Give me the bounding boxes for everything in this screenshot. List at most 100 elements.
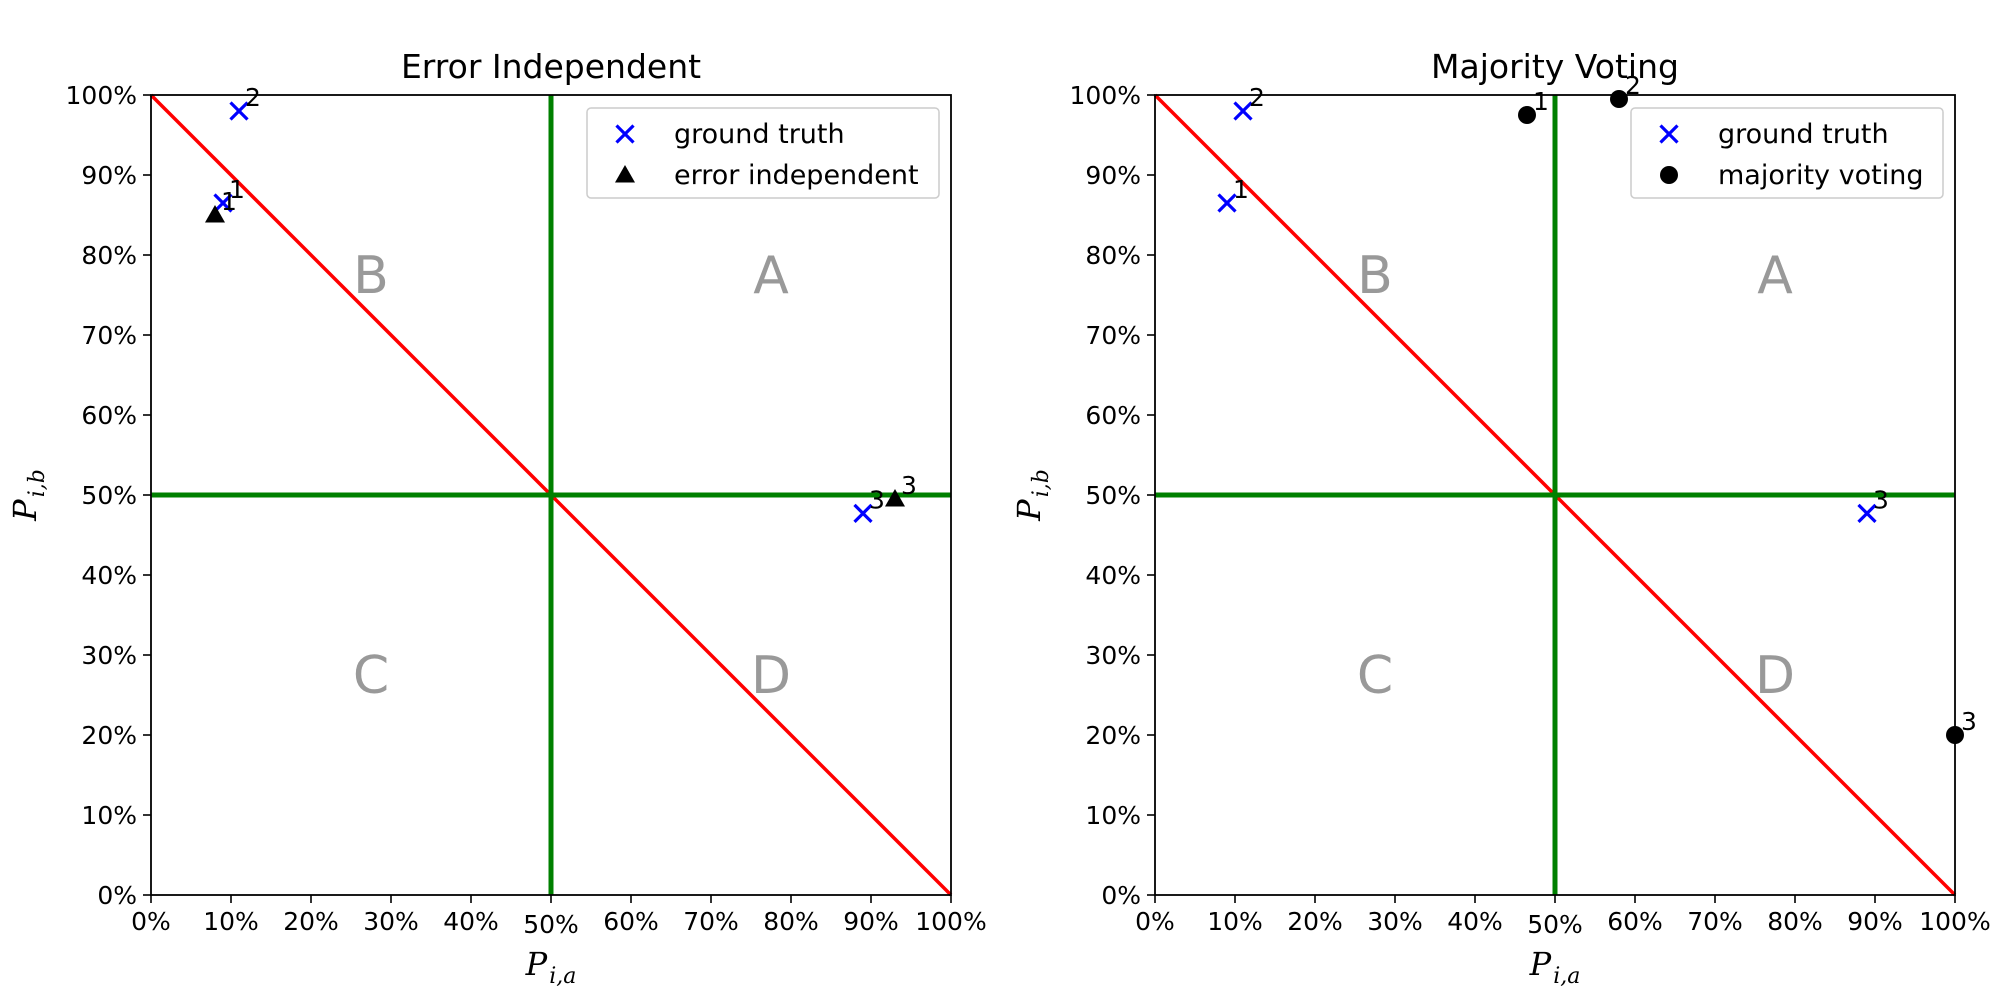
x-tick-label: 0% [131,907,171,936]
point-label: 1 [1233,175,1249,204]
point-label: 2 [1625,71,1641,100]
point-label: 3 [1873,485,1889,514]
quadrant-label-c: C [1357,646,1393,706]
x-tick-label: 30% [363,907,419,936]
x-tick-label: 50% [523,910,579,939]
legend-label: ground truth [1718,119,1889,150]
chart-title: Majority Voting [1431,47,1679,86]
y-tick-label: 70% [1085,321,1141,350]
x-tick-label: 90% [843,907,899,936]
data-point-majority-voting-2 [1610,90,1628,108]
x-tick-label: 10% [203,907,259,936]
point-label: 3 [901,471,917,500]
x-tick-label: 30% [1367,907,1423,936]
x-tick-label: 80% [763,907,819,936]
data-point-ground-truth-1 [213,193,233,213]
legend-label: ground truth [674,119,845,150]
data-point-ground-truth-1-stroke-b [1217,193,1237,213]
y-tick-label: 40% [81,561,137,590]
chart-panel-1: Error Independent A B C D 0% 10% 20% 30% 40% 50% 60… [6,47,987,989]
y-tick-label: 100% [66,81,137,110]
point-label: 2 [245,83,261,112]
x-tick-label: 20% [1287,907,1343,936]
legend-label: error independent [674,160,919,191]
quadrant-label-a: A [1757,246,1793,306]
y-tick-label: 30% [81,641,137,670]
legend: ground truth error independent [586,107,940,199]
y-tick-label: 50% [81,481,137,510]
x-tick-label: 70% [683,907,739,936]
x-tick-label: 100% [915,907,986,936]
y-axis-label: Pi,b [1010,469,1054,522]
y-axis-label-subscript: i,b [25,469,50,497]
series-ground-truth: 1 2 3 [1217,83,1889,524]
x-tick-label: 40% [1447,907,1503,936]
y-tick-label: 20% [81,721,137,750]
y-tick-label: 60% [81,401,137,430]
quadrant-label-a: A [753,246,789,306]
data-point-ground-truth-3-stroke-b [1857,503,1877,524]
point-label: 1 [221,187,237,216]
x-axis-label-symbol: P [1529,945,1552,983]
y-tick-label: 10% [1085,801,1141,830]
chart-title: Error Independent [401,47,701,86]
series-majority-voting: 1 2 3 [1518,71,1977,744]
quadrant-label-d: D [751,646,791,706]
x-tick-label: 50% [1527,910,1583,939]
y-tick-label: 50% [1085,481,1141,510]
data-point-ground-truth-2 [229,101,249,121]
data-point-ground-truth-2-stroke-b [1233,101,1253,121]
legend-box [1630,107,1944,199]
y-axis-label: Pi,b [6,469,50,522]
x-tick-label: 90% [1847,907,1903,936]
y-tick-label: 100% [1070,81,1141,110]
x-tick-label: 40% [443,907,499,936]
point-label: 1 [229,175,245,204]
legend-marker-ground-truth-stroke-b [1659,124,1679,144]
x-axis-label-symbol: P [525,945,548,983]
x-tick-label: 70% [1687,907,1743,936]
y-axis-label-subscript: i,b [1029,469,1054,497]
data-point-ground-truth-2 [1233,101,1253,121]
point-label: 2 [1249,83,1265,112]
data-point-ground-truth-2-stroke-b [229,101,249,121]
quadrant-label-d: D [1755,646,1795,706]
data-point-ground-truth-1-stroke-b [213,193,233,213]
y-tick-label: 20% [1085,721,1141,750]
y-tick-label: 0% [1101,881,1141,910]
y-tick-label: 70% [81,321,137,350]
x-axis-label-subscript: i,a [1553,964,1580,989]
legend-marker-ground-truth [1659,124,1679,144]
data-point-error-independent-3 [885,489,905,507]
legend-box [586,107,940,199]
series-ground-truth: 1 2 3 [213,83,885,524]
y-axis-label-symbol: P [6,499,44,522]
x-tick-label: 60% [603,907,659,936]
point-label: 3 [1961,707,1977,736]
x-tick-label: 20% [283,907,339,936]
data-point-error-independent-1 [205,205,225,223]
quadrant-label-c: C [353,646,389,706]
x-axis-label-subscript: i,a [549,964,576,989]
y-tick-label: 40% [1085,561,1141,590]
y-axis-label-symbol: P [1010,499,1048,522]
x-tick-label: 100% [1919,907,1990,936]
x-tick-label: 80% [1767,907,1823,936]
legend-marker-majority-voting [1660,166,1678,184]
x-tick-label: 0% [1135,907,1175,936]
data-point-ground-truth-1 [1217,193,1237,213]
y-tick-label: 90% [81,161,137,190]
data-point-ground-truth-3 [1857,503,1877,524]
data-point-majority-voting-1 [1518,106,1536,124]
point-label: 3 [869,485,885,514]
legend: ground truth majority voting [1630,107,1944,199]
legend-label: majority voting [1718,160,1923,191]
x-tick-label: 10% [1207,907,1263,936]
quadrant-label-b: B [353,246,389,306]
legend-marker-ground-truth-stroke-b [615,124,635,144]
point-label: 1 [1533,87,1549,116]
y-tick-label: 90% [1085,161,1141,190]
y-tick-label: 10% [81,801,137,830]
